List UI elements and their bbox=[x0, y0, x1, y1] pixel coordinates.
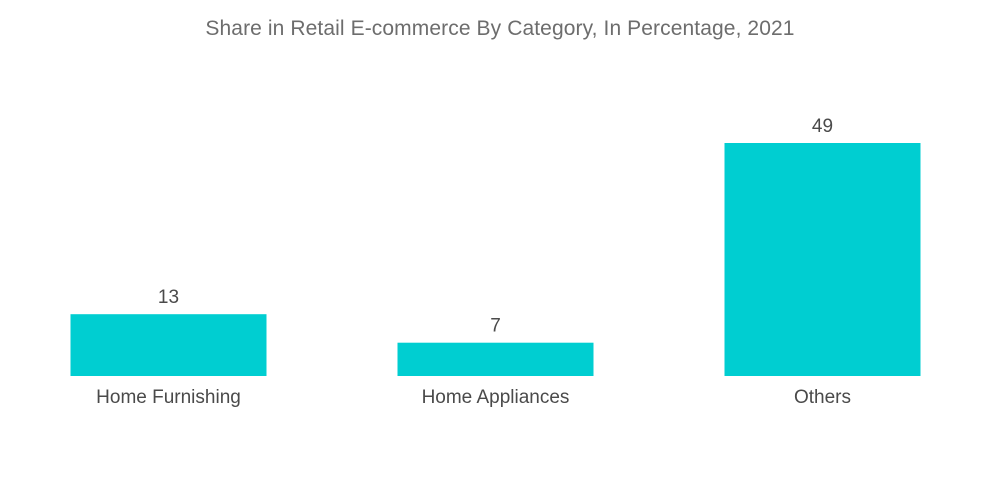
data-label-1: 13 bbox=[158, 287, 179, 308]
bar-1 bbox=[70, 314, 267, 376]
category-label-2: Home Appliances bbox=[422, 387, 570, 408]
category-label-1: Home Furnishing bbox=[96, 387, 241, 408]
category-label-3: Others bbox=[794, 387, 851, 408]
bar-3 bbox=[724, 143, 921, 376]
value-labels-group: 13 7 49 bbox=[158, 116, 833, 337]
chart-title: Share in Retail E-commerce By Category, … bbox=[205, 17, 795, 40]
bars-group bbox=[70, 143, 921, 376]
data-label-3: 49 bbox=[812, 116, 833, 137]
bar-2 bbox=[397, 342, 594, 376]
data-label-2: 7 bbox=[490, 316, 501, 337]
category-labels-group: Home Furnishing Home Appliances Others bbox=[96, 387, 851, 408]
